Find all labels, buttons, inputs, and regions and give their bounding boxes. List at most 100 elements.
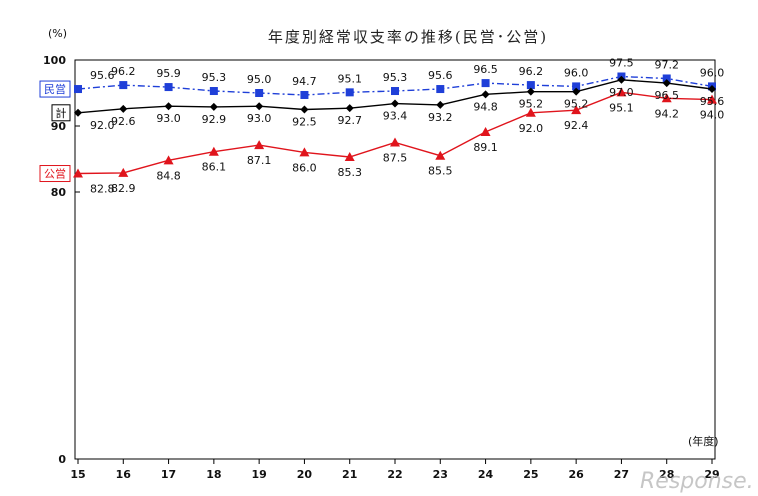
point-minei-25 — [526, 81, 535, 90]
series-name-koei: 公営 — [39, 165, 71, 183]
point-koei-27 — [616, 87, 627, 97]
data-label-koei-22: 87.5 — [383, 152, 408, 165]
point-koei-21 — [344, 152, 355, 162]
x-tick-label-19: 19 — [251, 468, 266, 481]
point-minei-17 — [164, 83, 173, 92]
data-label-koei-29: 94.0 — [700, 109, 725, 122]
series-name-text-koei: 公営 — [44, 167, 66, 181]
point-minei-20 — [300, 90, 309, 99]
data-label-kei-26: 95.2 — [564, 98, 589, 111]
series-name-text-kei: 計 — [56, 106, 67, 120]
point-kei-22 — [391, 99, 399, 108]
point-koei-19 — [254, 140, 265, 150]
point-koei-22 — [390, 137, 400, 147]
series-name-kei: 計 — [51, 104, 71, 122]
x-tick-label-27: 27 — [614, 468, 629, 481]
chart-title: 年度別経常収支率の推移(民営･公営) — [268, 28, 548, 46]
data-label-kei-29: 95.6 — [700, 95, 725, 108]
data-label-kei-21: 92.7 — [337, 114, 362, 127]
y-axis: 0 80 90 100 — [43, 54, 80, 466]
point-kei-20 — [300, 105, 309, 114]
data-label-kei-19: 93.0 — [247, 112, 272, 125]
data-label-kei-18: 92.9 — [202, 113, 227, 126]
x-tick-label-20: 20 — [297, 468, 313, 481]
data-label-kei-28: 96.5 — [654, 89, 679, 102]
data-label-koei-24: 89.1 — [473, 141, 498, 154]
point-kei-15 — [74, 108, 82, 117]
data-label-minei-20: 94.7 — [292, 75, 317, 88]
point-koei-16 — [118, 167, 129, 177]
x-tick-label-25: 25 — [523, 468, 538, 481]
data-label-minei-28: 97.2 — [654, 58, 679, 71]
x-tick-label-28: 28 — [659, 468, 674, 481]
point-minei-19 — [255, 89, 264, 97]
point-kei-25 — [526, 87, 535, 96]
point-koei-25 — [525, 107, 536, 117]
point-kei-19 — [255, 102, 264, 111]
point-minei-24 — [481, 79, 490, 88]
data-label-minei-22: 95.3 — [383, 71, 408, 84]
data-label-minei-27: 97.5 — [609, 57, 634, 70]
data-label-minei-15: 95.6 — [90, 69, 115, 82]
data-label-kei-24: 94.8 — [473, 100, 498, 113]
x-tick-label-18: 18 — [206, 468, 221, 481]
series-name-box-kei — [51, 104, 71, 122]
data-label-kei-20: 92.5 — [292, 116, 317, 129]
point-kei-27 — [617, 75, 626, 84]
y-tick-label-100: 100 — [43, 54, 66, 67]
data-label-minei-25: 96.2 — [519, 65, 544, 78]
x-tick-label-15: 15 — [70, 468, 85, 481]
data-label-minei-29: 96.0 — [700, 66, 725, 79]
data-label-koei-17: 84.8 — [156, 169, 181, 182]
series-layer — [73, 72, 717, 178]
point-minei-16 — [119, 81, 128, 90]
data-label-koei-16: 82.9 — [111, 182, 136, 195]
point-kei-21 — [345, 104, 354, 113]
point-minei-15 — [74, 85, 82, 94]
x-tick-label-16: 16 — [116, 468, 132, 481]
data-label-kei-23: 93.2 — [428, 111, 453, 124]
data-label-kei-17: 93.0 — [156, 112, 181, 125]
point-minei-22 — [391, 87, 399, 96]
data-label-koei-27: 95.1 — [609, 101, 634, 114]
x-tick-label-29: 29 — [704, 468, 719, 481]
point-minei-18 — [209, 87, 218, 96]
x-tick-label-17: 17 — [161, 468, 176, 481]
data-label-kei-16: 92.6 — [111, 115, 136, 128]
x-tick-label-23: 23 — [433, 468, 448, 481]
point-kei-29 — [708, 85, 716, 94]
data-label-kei-22: 93.4 — [383, 110, 408, 123]
point-kei-24 — [481, 90, 490, 99]
data-labels: 95.696.2 95.9 95.3 95.0 94.7 95.1 95.3 95.6 96.5… — [90, 57, 724, 196]
data-label-minei-23: 95.6 — [428, 69, 453, 82]
data-label-koei-28: 94.2 — [654, 107, 679, 120]
data-label-minei-17: 95.9 — [156, 67, 181, 80]
data-label-koei-15: 82.8 — [90, 183, 115, 196]
data-label-kei-15: 92.0 — [90, 119, 115, 132]
point-koei-20 — [299, 147, 310, 157]
point-kei-23 — [436, 100, 445, 109]
y-tick-label-90: 90 — [51, 120, 67, 133]
data-label-minei-18: 95.3 — [202, 71, 227, 84]
series-name-box-minei — [39, 80, 71, 98]
y-tick-label-80: 80 — [51, 186, 67, 199]
point-koei-15 — [73, 168, 83, 178]
data-label-minei-19: 95.0 — [247, 73, 272, 86]
point-minei-21 — [345, 88, 354, 97]
point-koei-23 — [435, 150, 446, 160]
data-label-koei-18: 86.1 — [202, 161, 227, 174]
point-kei-26 — [572, 87, 581, 96]
data-label-minei-26: 96.0 — [564, 66, 589, 79]
data-label-koei-26: 92.4 — [564, 119, 589, 132]
data-label-minei-24: 96.5 — [473, 63, 498, 76]
point-koei-28 — [661, 93, 672, 103]
watermark: Response. — [640, 469, 754, 494]
point-koei-17 — [163, 155, 174, 165]
data-label-koei-25: 92.0 — [519, 122, 544, 135]
series-name-text-minei: 民営 — [44, 82, 66, 96]
data-label-minei-16: 96.2 — [111, 65, 136, 78]
x-axis: 15 16 17 18 19 20 21 22 23 24 25 26 27 28 29 — [70, 459, 720, 481]
point-koei-26 — [571, 105, 582, 115]
